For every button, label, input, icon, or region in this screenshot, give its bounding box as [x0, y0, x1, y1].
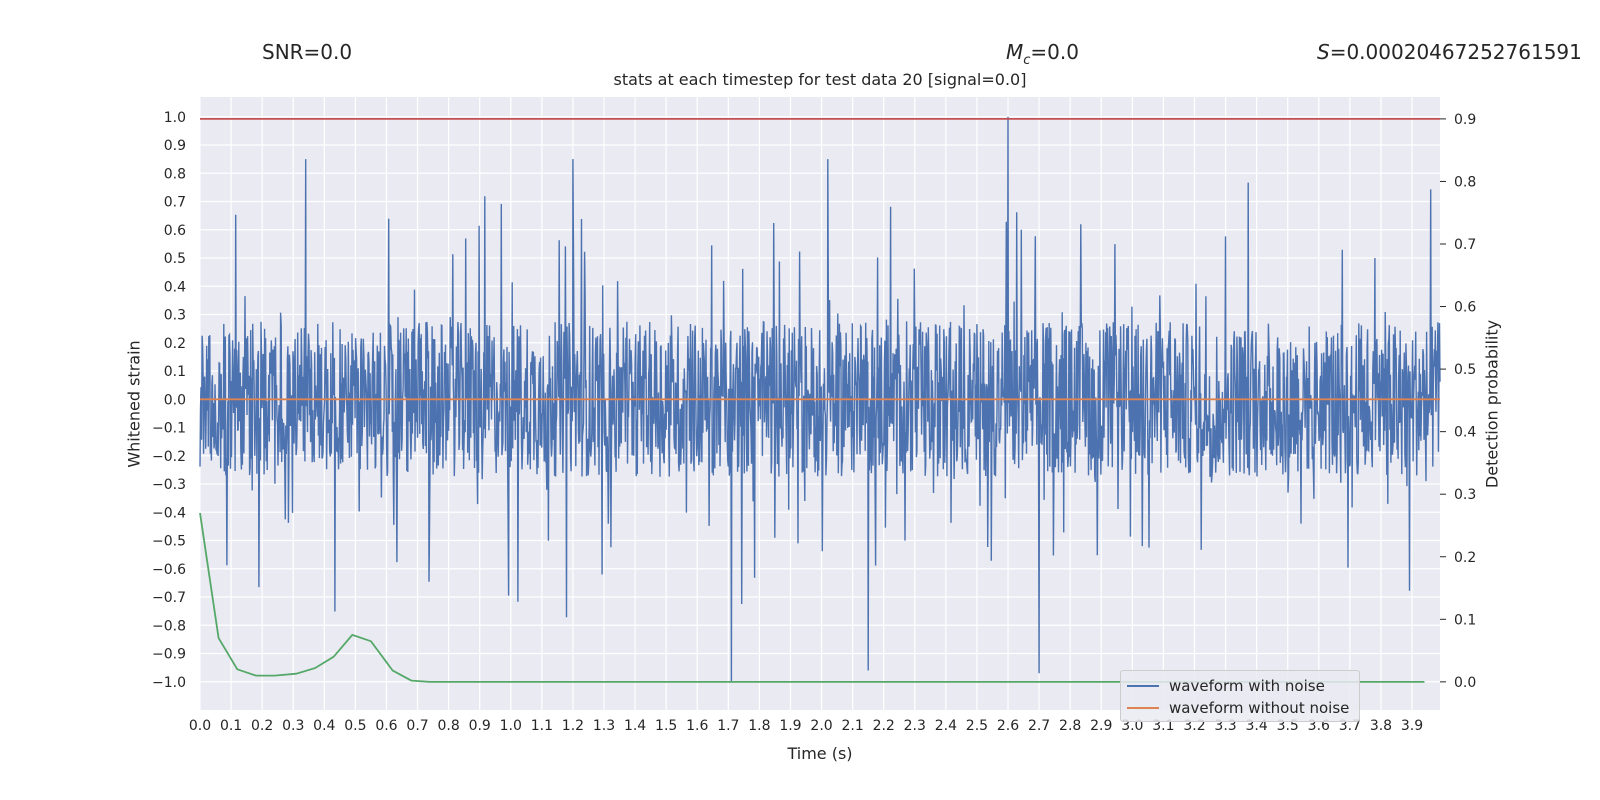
- x-tick-label: 3.0: [1121, 718, 1143, 734]
- x-tick-label: 2.3: [904, 718, 926, 734]
- x-tick-label: 0.6: [375, 718, 397, 734]
- mc-subscript: c: [1023, 53, 1031, 68]
- y-right-tick-label: 0.9: [1454, 112, 1476, 128]
- x-tick-label: 1.5: [655, 718, 677, 734]
- y-left-axis-label: Whitened strain: [124, 340, 144, 468]
- s-value: =0.00020467252761591: [1329, 40, 1582, 64]
- series-detection-probability: [199, 512, 1425, 683]
- mc-value: =0.0: [1030, 40, 1079, 64]
- x-tick-label: 3.6: [1308, 718, 1330, 734]
- y-left-tick-label: 0.3: [164, 308, 186, 324]
- x-tick-label: 2.9: [1090, 718, 1112, 734]
- x-tick-label: 3.8: [1370, 718, 1392, 734]
- s-symbol: S: [1317, 40, 1330, 64]
- y-left-tick-label: 0.8: [164, 166, 186, 182]
- legend-item-clean: waveform without noise: [1127, 697, 1349, 719]
- legend-label-noise: waveform with noise: [1169, 677, 1325, 695]
- y-right-tick-label: 0.2: [1454, 550, 1476, 566]
- y-left-tick-label: −0.5: [152, 534, 186, 550]
- x-tick-label: 0.2: [251, 718, 273, 734]
- x-tick-label: 1.1: [531, 718, 553, 734]
- x-tick-label: 3.3: [1214, 718, 1236, 734]
- x-tick-label: 3.5: [1277, 718, 1299, 734]
- x-tick-label: 2.7: [1028, 718, 1050, 734]
- y-left-tick-label: 0.9: [164, 138, 186, 154]
- mc-symbol: M: [1006, 40, 1024, 64]
- x-tick-label: 0.4: [313, 718, 335, 734]
- x-tick-label: 1.8: [748, 718, 770, 734]
- y-left-tick-label: −0.3: [152, 477, 186, 493]
- x-tick-label: 0.3: [282, 718, 304, 734]
- y-right-tick-label: 0.5: [1454, 362, 1476, 378]
- y-left-tick-label: 0.1: [164, 364, 186, 380]
- y-left-tick-label: 0.4: [164, 279, 186, 295]
- x-tick-label: 1.3: [593, 718, 615, 734]
- y-right-tick-label: 0.1: [1454, 612, 1476, 628]
- x-tick-label: 2.6: [997, 718, 1019, 734]
- series-layer: [199, 116, 1441, 683]
- x-tick-label: 2.2: [873, 718, 895, 734]
- y-left-tick-label: −1.0: [152, 675, 186, 691]
- x-tick-labels: 0.0 0.1 0.2 0.3 0.4 0.5 0.6 0.7 0.8 0.9 1.0 1.1 1.2 1…: [189, 718, 1423, 734]
- y-left-tick-label: −0.4: [152, 505, 186, 521]
- y-left-tick-label: 1.0: [164, 110, 186, 126]
- s-label: S=0.00020467252761591: [1317, 40, 1582, 64]
- x-axis-label: Time (s): [787, 744, 853, 763]
- x-tick-label: 0.7: [406, 718, 428, 734]
- x-tick-label: 0.9: [469, 718, 491, 734]
- x-tick-label: 3.2: [1183, 718, 1205, 734]
- y-right-tick-labels: 0.9 0.8 0.7 0.6 0.5 0.4 0.3 0.2 0.1 0.0: [1440, 112, 1476, 691]
- x-tick-label: 2.0: [810, 718, 832, 734]
- x-tick-label: 1.0: [500, 718, 522, 734]
- chirp-mass-label: Mc=0.0: [1006, 40, 1079, 68]
- series-waveform-with-noise: [199, 116, 1441, 682]
- y-right-tick-label: 0.0: [1454, 675, 1476, 691]
- y-right-tick-label: 0.6: [1454, 300, 1476, 316]
- y-left-tick-label: 0.6: [164, 223, 186, 239]
- x-tick-label: 0.1: [220, 718, 242, 734]
- y-left-tick-label: −0.7: [152, 590, 186, 606]
- legend-item-noise: waveform with noise: [1127, 675, 1325, 697]
- y-right-tick-label: 0.4: [1454, 425, 1476, 441]
- y-right-tick-label: 0.3: [1454, 487, 1476, 503]
- y-left-tick-label: 0.0: [164, 392, 186, 408]
- x-tick-label: 1.4: [624, 718, 646, 734]
- x-tick-label: 3.4: [1246, 718, 1268, 734]
- x-tick-label: 2.1: [841, 718, 863, 734]
- y-left-tick-labels: 1.0 0.9 0.8 0.7 0.6 0.5 0.4 0.3 0.2 0.1 0.0 −0.1 −0.…: [152, 110, 186, 691]
- x-tick-label: 3.9: [1401, 718, 1423, 734]
- y-left-tick-label: 0.2: [164, 336, 186, 352]
- x-tick-label: 0.0: [189, 718, 211, 734]
- y-left-tick-label: −0.9: [152, 647, 186, 663]
- x-tick-label: 3.1: [1152, 718, 1174, 734]
- legend-label-clean: waveform without noise: [1169, 699, 1350, 717]
- y-left-tick-label: 0.5: [164, 251, 186, 267]
- x-tick-label: 3.7: [1339, 718, 1361, 734]
- x-tick-label: 2.8: [1059, 718, 1081, 734]
- chart-legend: waveform with noise waveform without noi…: [1120, 670, 1360, 722]
- x-tick-label: 2.5: [966, 718, 988, 734]
- x-tick-label: 1.6: [686, 718, 708, 734]
- x-tick-label: 1.9: [779, 718, 801, 734]
- x-tick-label: 2.4: [935, 718, 957, 734]
- x-tick-label: 0.5: [344, 718, 366, 734]
- x-tick-label: 1.2: [562, 718, 584, 734]
- x-tick-label: 1.7: [717, 718, 739, 734]
- legend-swatch-clean: [1127, 707, 1159, 709]
- y-left-tick-label: −0.6: [152, 562, 186, 578]
- snr-label: SNR=0.0: [262, 40, 353, 64]
- y-right-tick-label: 0.8: [1454, 174, 1476, 190]
- x-tick-label: 0.8: [437, 718, 459, 734]
- y-right-tick-label: 0.7: [1454, 237, 1476, 253]
- y-left-tick-label: −0.1: [152, 421, 186, 437]
- y-left-tick-label: −0.2: [152, 449, 186, 465]
- legend-swatch-noise: [1127, 685, 1159, 687]
- chart-title: stats at each timestep for test data 20 …: [613, 70, 1027, 89]
- y-right-axis-label: Detection probability: [1482, 319, 1502, 489]
- y-left-tick-label: 0.7: [164, 195, 186, 211]
- y-left-tick-label: −0.8: [152, 618, 186, 634]
